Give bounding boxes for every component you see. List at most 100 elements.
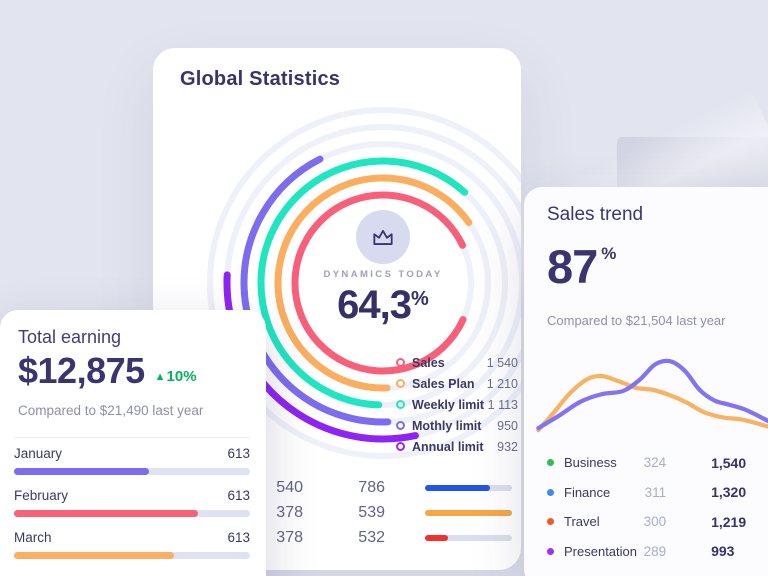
legend-label: Sales: [412, 355, 445, 370]
month-value: 613: [227, 529, 250, 545]
month-progress: [14, 510, 250, 517]
category-label: Presentation: [564, 543, 637, 559]
legend-value: 1 540: [486, 355, 518, 370]
delta-value: 10%: [166, 368, 197, 385]
category-row[interactable]: Presentation 289 993: [547, 537, 763, 567]
legend-row[interactable]: Sales Plan 1 210: [396, 373, 518, 394]
table-row: 378 532: [153, 525, 521, 550]
category-dot-icon: [547, 488, 554, 496]
legend-row[interactable]: Annual limit 932: [396, 436, 518, 457]
month-label: February: [14, 487, 69, 503]
month-row: February 613: [14, 485, 250, 527]
legend-ring-icon: [396, 421, 405, 430]
table-row: 540 786: [153, 475, 521, 500]
category-label: Finance: [564, 484, 611, 500]
legend-value: 1 210: [486, 376, 518, 391]
legend-ring-icon: [396, 442, 405, 451]
crown-icon: [373, 230, 393, 245]
crown-badge: [356, 210, 410, 264]
category-count: 289: [643, 543, 667, 559]
dynamics-value: 64,3%: [273, 283, 493, 328]
legend-row[interactable]: Mothly limit 950: [396, 415, 518, 436]
category-total: 1,219: [711, 513, 747, 530]
category-row[interactable]: Business 324 1,540: [547, 448, 763, 478]
legend-row[interactable]: Sales 1 540: [396, 352, 518, 373]
category-dot-icon: [547, 518, 554, 526]
category-total: 993: [711, 543, 735, 560]
table-value-primary: 540: [276, 478, 303, 496]
table-value-secondary: 786: [358, 478, 385, 496]
dynamics-block: DYNAMICS TODAY 64,3%: [273, 269, 493, 328]
table-progress-fill: [425, 484, 491, 491]
category-row[interactable]: Finance 311 1,320: [547, 478, 763, 508]
month-label: January: [14, 445, 63, 461]
month-label: March: [14, 529, 52, 545]
category-label: Travel: [564, 514, 600, 530]
category-total: 1,320: [711, 484, 747, 501]
sales-trend-card: Sales trend 87% Compared to $21,504 last…: [524, 187, 768, 576]
month-progress-fill: [14, 510, 199, 517]
month-list: January 613 February 613 March 613: [14, 443, 250, 569]
category-dot-icon: [547, 459, 554, 467]
earning-amount: $12,875: [18, 350, 145, 391]
month-progress-fill: [14, 468, 149, 475]
month-row: March 613: [14, 527, 250, 569]
month-row: January 613: [14, 443, 250, 485]
table-progress: [425, 534, 512, 541]
stats-table: 540 786 378 539 378 532: [153, 475, 521, 550]
series-purple-line: [536, 358, 768, 431]
table-value-secondary: 532: [358, 528, 385, 546]
category-count: 300: [643, 514, 667, 530]
series-orange-line: [536, 373, 768, 433]
dynamics-value-number: 64,3: [337, 283, 412, 327]
month-progress: [14, 468, 250, 475]
trend-value: 87: [547, 240, 598, 293]
sales-trend-title: Sales trend: [547, 204, 644, 225]
month-value: 613: [227, 445, 250, 461]
triangle-up-icon: ▲: [154, 370, 166, 383]
category-dot-icon: [547, 547, 554, 555]
table-value-primary: 378: [276, 503, 303, 521]
category-count: 324: [643, 455, 667, 471]
legend-row[interactable]: Weekly limit 1 113: [396, 394, 518, 415]
category-list: Business 324 1,540 Finance 311 1,320 Tra…: [547, 448, 763, 566]
total-earning-card: Total earning $12,875 ▲ 10% Compared to $…: [0, 310, 266, 576]
trend-value-row: 87%: [547, 239, 616, 294]
legend-label: Sales Plan: [412, 376, 475, 391]
divider: [14, 437, 250, 438]
legend-value: 950: [497, 418, 518, 433]
category-total: 1,540: [711, 454, 747, 471]
legend-ring-icon: [396, 358, 405, 367]
earning-compare-text: Compared to $21,490 last year: [18, 403, 204, 418]
month-value: 613: [227, 487, 250, 503]
delta-badge: ▲ 10%: [155, 368, 197, 385]
legend-ring-icon: [396, 400, 405, 409]
table-progress: [425, 484, 512, 491]
table-value-secondary: 539: [358, 503, 385, 521]
table-progress-fill: [425, 509, 512, 516]
legend-value: 932: [497, 439, 518, 454]
ring-legend: Sales 1 540 Sales Plan 1 210 Weekly limi…: [396, 352, 518, 457]
percent-unit: %: [411, 288, 429, 310]
table-row: 378 539: [153, 500, 521, 525]
backdrop-panel: [617, 137, 768, 188]
dynamics-label: DYNAMICS TODAY: [323, 269, 443, 280]
legend-label: Weekly limit: [412, 397, 485, 412]
legend-value: 1 113: [487, 397, 518, 412]
legend-label: Annual limit: [412, 439, 484, 454]
table-progress: [425, 509, 512, 516]
category-count: 311: [644, 484, 667, 500]
table-progress-fill: [425, 534, 448, 541]
earning-amount-row: $12,875 ▲ 10%: [18, 350, 197, 392]
month-progress: [14, 552, 250, 559]
month-progress-fill: [14, 552, 175, 559]
legend-label: Mothly limit: [412, 418, 482, 433]
trend-compare-text: Compared to $21,504 last year: [547, 313, 726, 328]
trend-percent-unit: %: [601, 244, 617, 263]
category-row[interactable]: Travel 300 1,219: [547, 507, 763, 537]
category-label: Business: [564, 455, 617, 471]
total-earning-title: Total earning: [18, 327, 122, 347]
table-value-primary: 378: [276, 528, 303, 546]
legend-ring-icon: [396, 379, 405, 388]
